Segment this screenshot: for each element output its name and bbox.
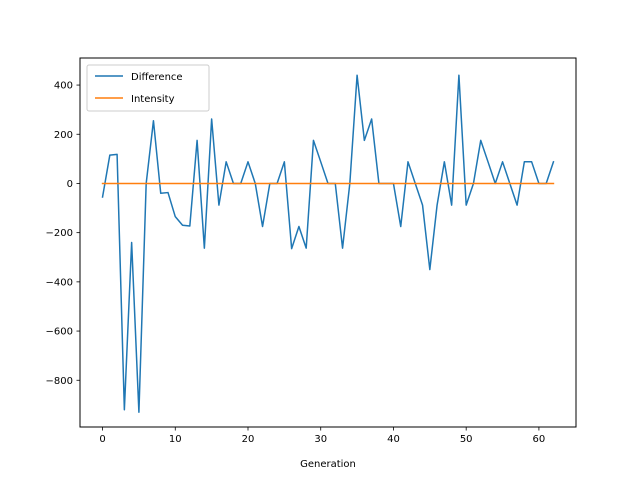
x-tick-label: 0 [99,434,105,445]
x-tick-label: 60 [533,434,546,445]
x-tick-label: 40 [387,434,400,445]
series-layer [101,74,555,413]
y-tick-label: 200 [54,130,73,141]
x-axis: 0 10 20 30 40 50 60 [99,427,545,445]
y-axis: −800 −600 −400 −200 0 200 400 [46,81,80,387]
legend-label-intensity: Intensity [131,94,175,105]
x-tick-label: 50 [460,434,473,445]
y-tick-label: 400 [54,81,73,92]
x-tick-label: 10 [169,434,182,445]
y-tick-label: −400 [46,277,73,288]
y-tick-label: −600 [46,327,73,338]
x-tick-label: 20 [242,434,255,445]
y-tick-label: 0 [67,179,73,190]
y-tick-label: −800 [46,376,73,387]
x-tick-label: 30 [314,434,327,445]
y-tick-label: −200 [46,228,73,239]
x-axis-label: Generation [300,459,356,470]
legend-label-difference: Difference [131,72,183,83]
plot-frame [79,57,577,428]
legend: Difference Intensity [86,64,210,112]
